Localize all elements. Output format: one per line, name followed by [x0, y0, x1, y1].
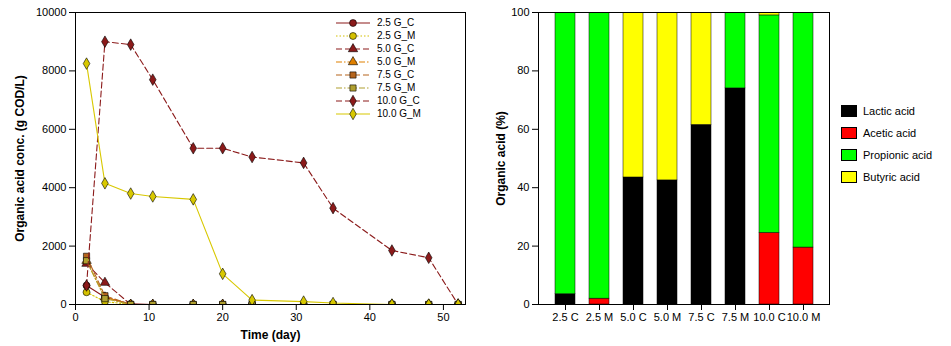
html-text:Butyric acid: Butyric acid	[863, 171, 920, 183]
svg-text:30: 30	[290, 311, 302, 323]
html-text:Lactic acid: Lactic acid	[863, 105, 915, 117]
svg-text:40: 40	[364, 311, 376, 323]
svg-text:2.5 C: 2.5 C	[552, 311, 578, 323]
svg-text:20: 20	[217, 311, 229, 323]
svg-text:Organic acid (%): Organic acid (%)	[494, 111, 508, 206]
svg-text:Time (day): Time (day)	[241, 328, 301, 342]
svg-text:6000: 6000	[42, 123, 66, 135]
svg-text:7.5 M: 7.5 M	[722, 311, 750, 323]
html-text:2.5 G_M: 2.5 G_M	[377, 30, 416, 41]
svg-text:0: 0	[60, 298, 66, 310]
svg-text:10.0 C: 10.0 C	[753, 311, 785, 323]
svg-text:5.0 M: 5.0 M	[654, 311, 682, 323]
svg-text:7.5 C: 7.5 C	[688, 311, 714, 323]
svg-text:4000: 4000	[42, 181, 66, 193]
svg-text:2000: 2000	[42, 240, 66, 252]
html-text:5.0 G_M: 5.0 G_M	[377, 56, 416, 67]
html-text:10.0 G_C: 10.0 G_C	[377, 95, 420, 106]
html-text:Acetic acid: Acetic acid	[863, 127, 917, 139]
html-text:7.5 G_C: 7.5 G_C	[377, 69, 415, 80]
svg-text:20: 20	[517, 240, 529, 252]
svg-text:10: 10	[143, 311, 155, 323]
svg-text:50: 50	[437, 311, 449, 323]
html-text:7.5 G_M: 7.5 G_M	[377, 82, 416, 93]
svg-text:Organic acid conc. (g COD/L): Organic acid conc. (g COD/L)	[13, 75, 27, 242]
svg-text:40: 40	[517, 181, 529, 193]
svg-text:2.5 M: 2.5 M	[586, 311, 614, 323]
html-text:Propionic acid: Propionic acid	[863, 149, 933, 161]
svg-text:5.0 C: 5.0 C	[620, 311, 646, 323]
html-text:10.0 G_M: 10.0 G_M	[377, 108, 421, 119]
svg-text:0: 0	[523, 298, 529, 310]
svg-text:8000: 8000	[42, 64, 66, 76]
html-text:5.0 G_C: 5.0 G_C	[377, 43, 415, 54]
svg-text:100: 100	[511, 6, 529, 18]
svg-text:0: 0	[72, 311, 78, 323]
html-text:2.5 G_C: 2.5 G_C	[377, 17, 415, 28]
svg-text:80: 80	[517, 64, 529, 76]
svg-text:10000: 10000	[36, 6, 67, 18]
svg-text:10.0 M: 10.0 M	[787, 311, 821, 323]
svg-text:60: 60	[517, 123, 529, 135]
